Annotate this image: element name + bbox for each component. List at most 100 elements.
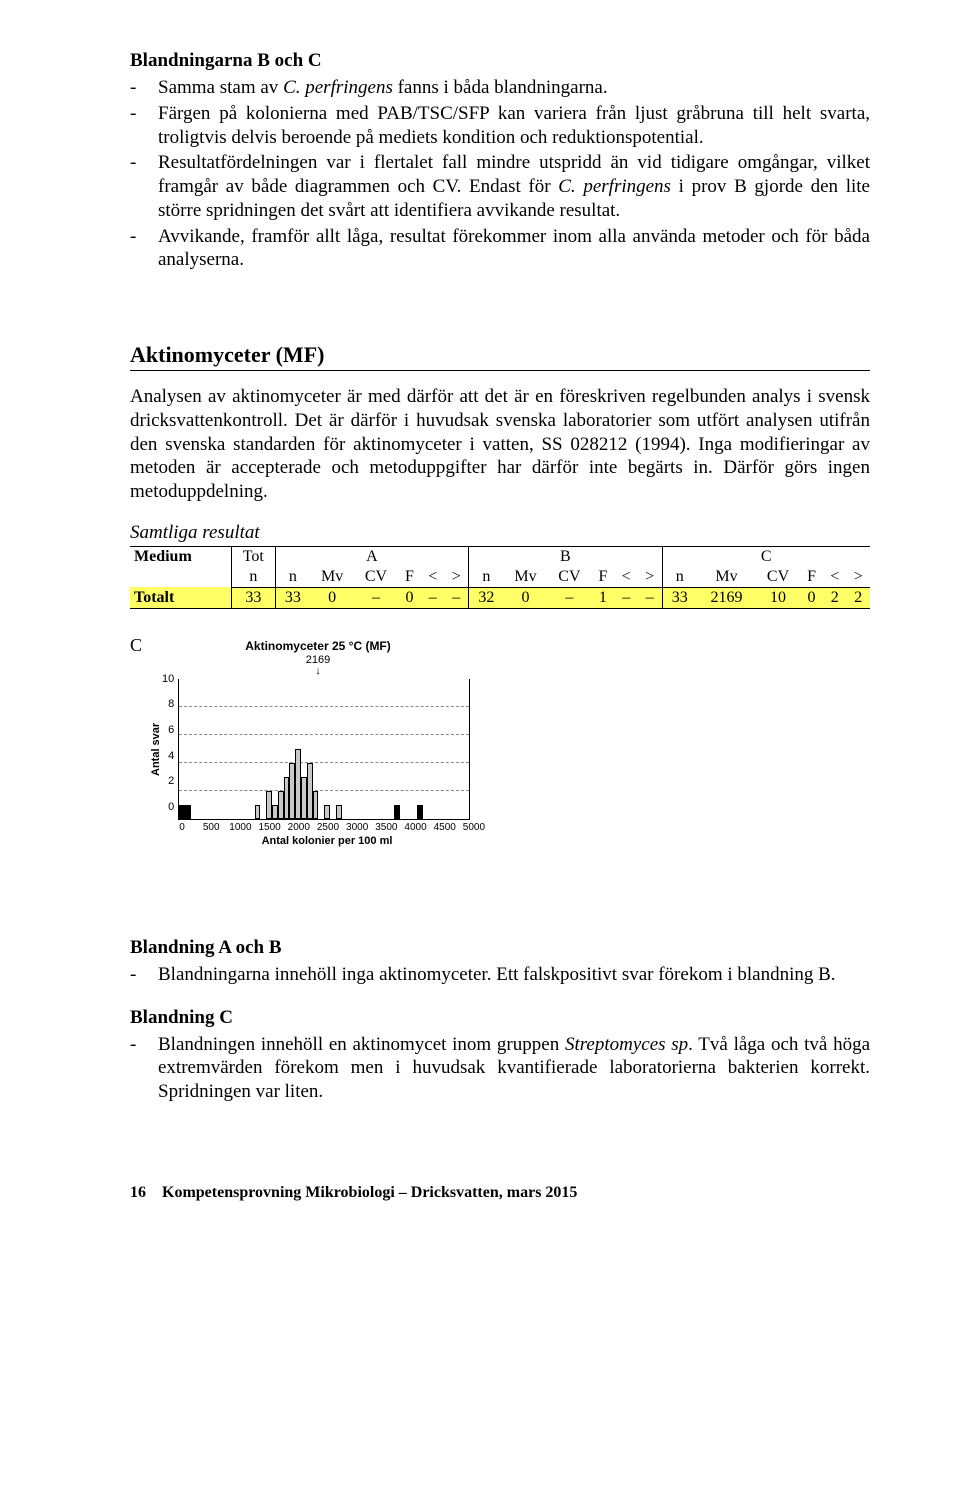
cell: –	[638, 587, 662, 608]
cell: 0	[800, 587, 823, 608]
xtick: 1500	[258, 822, 282, 833]
xtick: 2000	[287, 822, 311, 833]
th-sub: CV	[547, 567, 591, 588]
th-group-b: B	[469, 546, 662, 567]
footer-text: Kompetensprovning Mikrobiologi – Dricksv…	[162, 1184, 577, 1201]
xtick: 3000	[345, 822, 369, 833]
chart-bar	[313, 791, 319, 819]
chart-bar	[185, 805, 191, 819]
th-sub: F	[591, 567, 614, 588]
list-item: Blandningarna innehöll inga aktinomycete…	[130, 963, 870, 987]
th-sub: <	[421, 567, 444, 588]
chart-bar	[255, 805, 261, 819]
cell: 33	[275, 587, 310, 608]
th-sub: n	[662, 567, 697, 588]
list-item: Avvikande, framför allt låga, resultat f…	[130, 225, 870, 273]
th-medium: Medium	[130, 546, 231, 587]
xtick: 0	[170, 822, 194, 833]
list-item: Resultatfördelningen var i flertalet fal…	[130, 151, 870, 222]
th-sub: n	[469, 567, 504, 588]
cell: 2	[823, 587, 846, 608]
cell: –	[615, 587, 638, 608]
cell: 32	[469, 587, 504, 608]
cell: 2169	[697, 587, 756, 608]
th-group-a: A	[275, 546, 468, 567]
th-sub: >	[444, 567, 468, 588]
chart-plot-area	[178, 679, 470, 820]
chart-yticks: 10 8 6 4 2 0	[162, 673, 178, 813]
th-sub: F	[398, 567, 421, 588]
th-tot: Tot	[231, 546, 275, 567]
chart-xticks: 0500100015002000250030003500400045005000	[182, 822, 474, 833]
heading-aktinomyceter: Aktinomyceter (MF)	[130, 342, 870, 368]
page-footer: 16 Kompetensprovning Mikrobiologi – Dric…	[130, 1184, 870, 1202]
cell-label: Totalt	[130, 587, 231, 608]
cell: 10	[756, 587, 800, 608]
cell: 0	[310, 587, 354, 608]
cell: 0	[504, 587, 548, 608]
th-sub: CV	[756, 567, 800, 588]
para-aktinomyceter: Analysen av aktinomyceter är med därför …	[130, 385, 870, 504]
bullets-c: Blandningen innehöll en aktinomycet inom…	[130, 1033, 870, 1104]
chart-bar	[394, 805, 400, 819]
chart-title: Aktinomyceter 25 °C (MF)	[148, 639, 488, 653]
th-sub: Mv	[697, 567, 756, 588]
results-table: Medium Tot A B C nnMvCVF<>nMvCVF<>nMvCVF…	[130, 546, 870, 609]
xtick: 5000	[462, 822, 486, 833]
th-sub: >	[638, 567, 662, 588]
cell: 1	[591, 587, 614, 608]
list-item: Samma stam av C. perfringens fanns i båd…	[130, 76, 870, 100]
th-sub: n	[275, 567, 310, 588]
th-sub: <	[615, 567, 638, 588]
histogram-wrap: C Aktinomyceter 25 °C (MF) 2169 ↓ Antal …	[130, 639, 870, 847]
cell: –	[547, 587, 591, 608]
subhead-samtliga: Samtliga resultat	[130, 522, 870, 544]
cell: –	[354, 587, 398, 608]
th-sub: >	[846, 567, 870, 588]
chart-median-marker: 2169 ↓	[148, 655, 488, 677]
chart-arrow-icon: ↓	[315, 665, 321, 677]
ytick: 0	[162, 801, 174, 813]
chart-ylabel: Antal svar	[148, 679, 162, 820]
th-sub: Mv	[504, 567, 548, 588]
list-item: Färgen på kolonierna med PAB/TSC/SFP kan…	[130, 102, 870, 150]
chart-bar	[417, 805, 423, 819]
heading-blandningarna-bc: Blandningarna B och C	[130, 50, 870, 72]
divider	[130, 370, 870, 371]
chart-bar	[324, 805, 330, 819]
chart-xlabel: Antal kolonier per 100 ml	[182, 835, 472, 847]
xtick: 1000	[228, 822, 252, 833]
ytick: 4	[162, 750, 174, 762]
cell: –	[421, 587, 444, 608]
th-group-c: C	[662, 546, 870, 567]
ytick: 6	[162, 724, 174, 736]
histogram-chart: Aktinomyceter 25 °C (MF) 2169 ↓ Antal sv…	[148, 639, 488, 847]
chart-bar	[336, 805, 342, 819]
th-sub: n	[231, 567, 275, 588]
ytick: 2	[162, 775, 174, 787]
page-number: 16	[130, 1184, 146, 1201]
xtick: 2500	[316, 822, 340, 833]
list-item: Blandningen innehöll en aktinomycet inom…	[130, 1033, 870, 1104]
bullets-top: Samma stam av C. perfringens fanns i båd…	[130, 76, 870, 272]
xtick: 500	[199, 822, 223, 833]
bullets-ab: Blandningarna innehöll inga aktinomycete…	[130, 963, 870, 987]
xtick: 4500	[433, 822, 457, 833]
cell: –	[444, 587, 468, 608]
heading-blandning-c: Blandning C	[130, 1007, 870, 1029]
th-sub: Mv	[310, 567, 354, 588]
chart-letter: C	[130, 635, 142, 656]
th-sub: <	[823, 567, 846, 588]
ytick: 10	[162, 673, 174, 685]
cell: 33	[231, 587, 275, 608]
heading-blandning-ab: Blandning A och B	[130, 937, 870, 959]
xtick: 4000	[404, 822, 428, 833]
ytick: 8	[162, 698, 174, 710]
cell: 2	[846, 587, 870, 608]
cell: 33	[662, 587, 697, 608]
xtick: 3500	[374, 822, 398, 833]
th-sub: F	[800, 567, 823, 588]
cell: 0	[398, 587, 421, 608]
table-row: Totalt33330–0––320–1––33216910022	[130, 587, 870, 608]
th-sub: CV	[354, 567, 398, 588]
